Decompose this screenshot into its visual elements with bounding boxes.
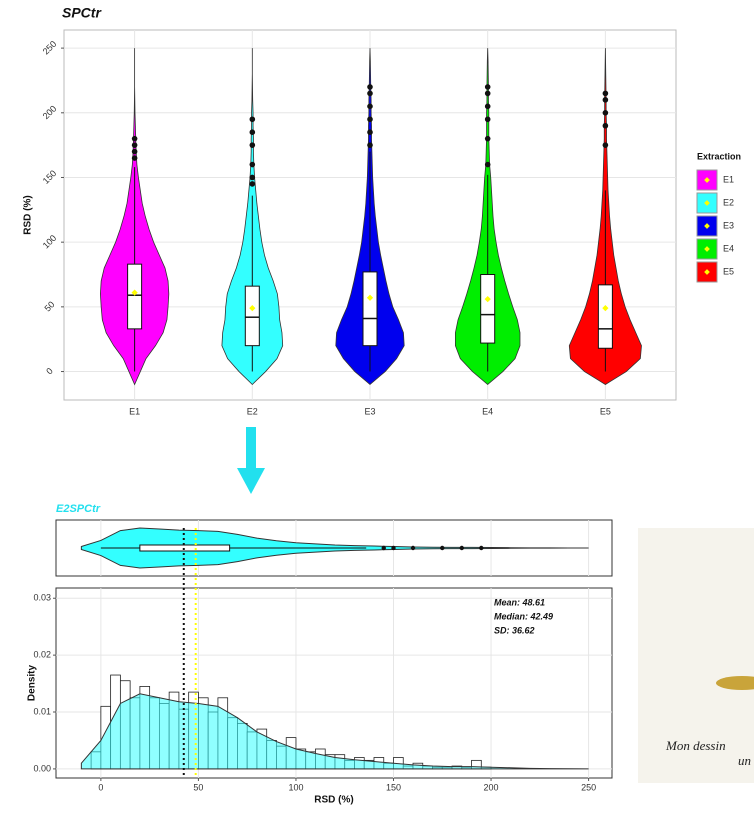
outlier — [249, 174, 256, 181]
outlier — [602, 142, 609, 148]
outlier — [484, 84, 491, 90]
outlier — [440, 545, 445, 551]
y-tick-label: 150 — [41, 168, 59, 186]
outlier — [367, 90, 373, 97]
outlier — [249, 116, 256, 123]
brush — [716, 676, 754, 690]
x-tick-label: E5 — [600, 406, 611, 416]
outlier — [484, 161, 491, 168]
legend-key-mean — [704, 246, 710, 252]
legend-label: E2 — [723, 197, 734, 207]
x-axis-label: RSD (%) — [314, 795, 353, 806]
outlier — [249, 129, 256, 136]
y-tick-label: 50 — [42, 299, 56, 313]
legend-label: E5 — [723, 266, 734, 276]
legend-key-mean — [704, 223, 710, 229]
mean-marker — [484, 295, 491, 303]
photo-bg — [638, 528, 754, 783]
outlier — [367, 103, 373, 110]
legend-key-mean — [704, 269, 710, 275]
y-tick-label: 100 — [41, 233, 59, 251]
outlier — [484, 135, 491, 142]
box — [362, 271, 378, 347]
annotation: SD: 36.62 — [494, 625, 535, 635]
legend-key-mean — [704, 177, 710, 183]
outlier — [249, 142, 256, 148]
outlier — [367, 129, 373, 136]
annotation: Mean: 48.61 — [494, 597, 545, 607]
arrow — [246, 427, 256, 469]
y-tick-label: 200 — [41, 104, 59, 122]
x-tick-label: E3 — [364, 406, 375, 416]
x-tick-label: E2 — [247, 406, 258, 416]
y-tick-label: 0.00 — [33, 763, 51, 773]
legend-label: E4 — [723, 243, 734, 253]
outlier — [484, 90, 491, 97]
outlier — [367, 116, 373, 123]
box — [244, 285, 260, 347]
outlier — [484, 103, 491, 110]
outlier — [367, 84, 373, 90]
y-tick-label: 0.01 — [33, 706, 51, 716]
outlier — [249, 181, 256, 187]
outlier — [479, 545, 484, 551]
outlier — [131, 148, 138, 155]
x-tick-label: E1 — [129, 406, 140, 416]
outlier — [410, 545, 416, 551]
outlier — [367, 142, 373, 148]
caption: un — [738, 753, 751, 768]
mean-marker — [366, 294, 374, 301]
outlier — [249, 161, 256, 168]
y-tick-label: 0.03 — [33, 593, 51, 603]
outlier — [381, 545, 386, 551]
outlier — [391, 545, 396, 551]
outlier — [602, 90, 609, 97]
x-tick-label: 0 — [98, 782, 103, 792]
legend-label: E1 — [723, 174, 734, 184]
x-tick-label: 250 — [581, 782, 596, 792]
caption: Mon dessin — [665, 738, 726, 753]
x-tick-label: 150 — [386, 782, 401, 792]
chart-title: E2SPCtr — [56, 503, 101, 515]
outlier — [602, 97, 609, 103]
photo: Mon dessin un — [638, 528, 754, 783]
outlier — [602, 109, 609, 116]
y-axis-label: RSD (%) — [23, 195, 34, 234]
arrow — [237, 468, 265, 494]
outlier — [131, 155, 138, 161]
legend-title: Extraction — [697, 151, 741, 161]
legend-key-mean — [704, 200, 710, 206]
outlier — [484, 116, 491, 123]
box — [127, 263, 143, 330]
outlier — [131, 135, 138, 142]
legend-label: E3 — [723, 220, 734, 230]
x-tick-label: E4 — [482, 406, 493, 416]
outlier — [459, 545, 464, 551]
x-tick-label: 50 — [193, 782, 203, 792]
outlier — [131, 142, 138, 148]
outlier — [602, 122, 609, 129]
box — [597, 284, 613, 349]
x-tick-label: 200 — [484, 782, 499, 792]
y-tick-label: 0.02 — [33, 650, 51, 660]
chart-title: SPCtr — [62, 5, 102, 21]
y-axis-label: Density — [27, 665, 38, 702]
box — [480, 274, 496, 344]
annotation: Median: 42.49 — [494, 611, 553, 621]
y-tick-label: 0 — [44, 366, 55, 377]
density-area — [80, 693, 589, 770]
x-tick-label: 100 — [288, 782, 303, 792]
y-tick-label: 250 — [41, 39, 59, 57]
